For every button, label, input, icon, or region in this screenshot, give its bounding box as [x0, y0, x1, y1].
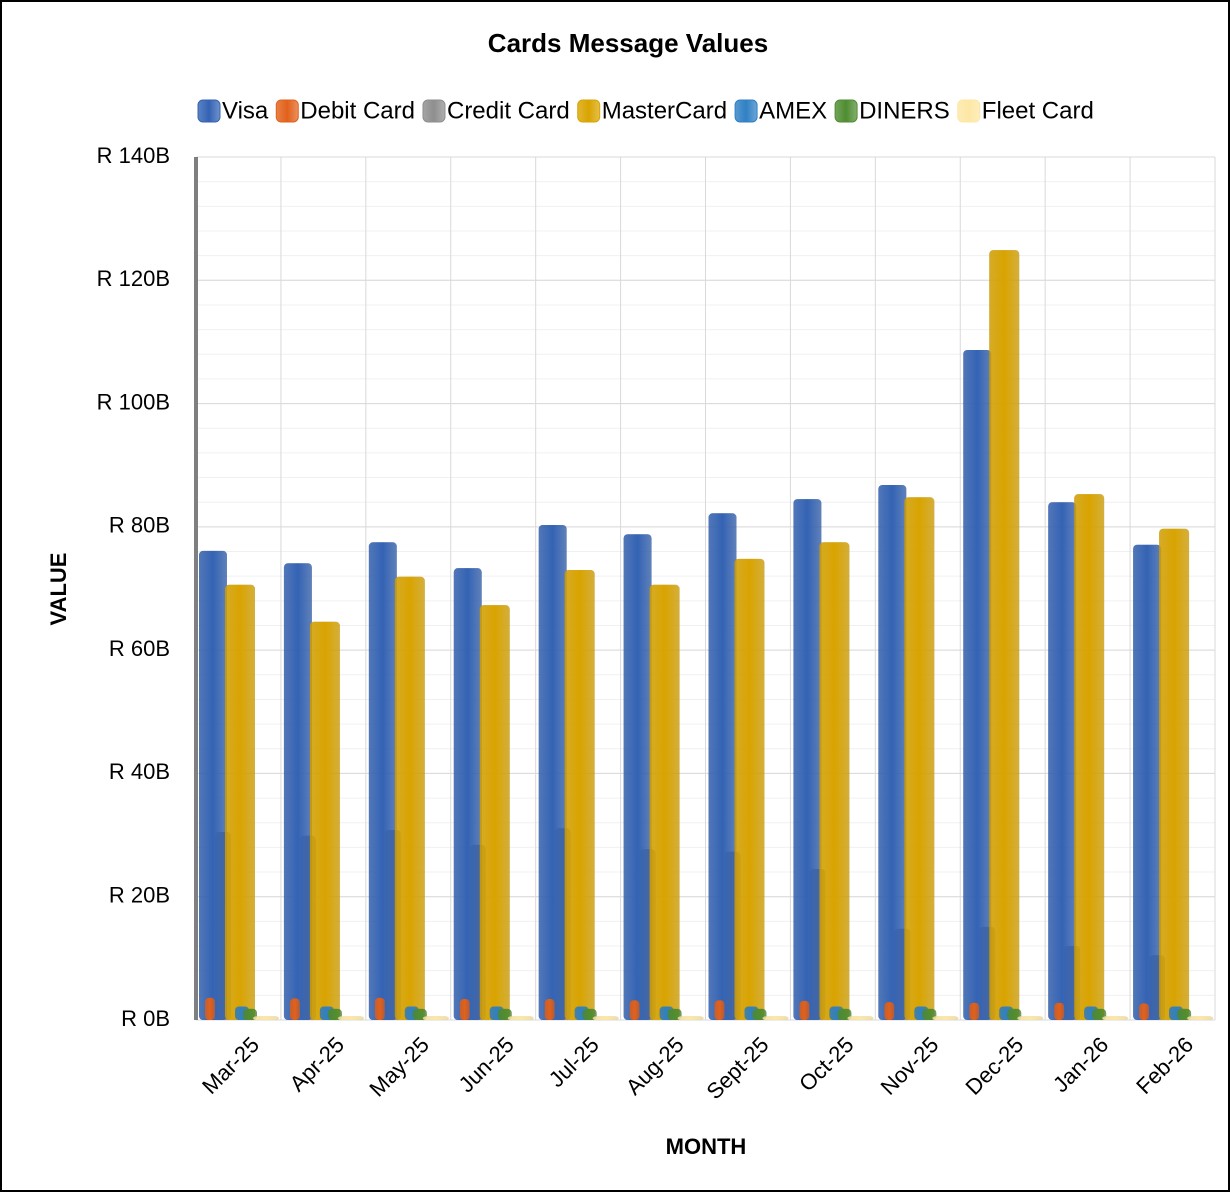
- legend-swatch: [957, 99, 981, 123]
- chart-title: Cards Message Values: [488, 28, 768, 58]
- y-axis-title: VALUE: [46, 553, 71, 626]
- y-tick-label: R 100B: [97, 389, 170, 414]
- bar: [497, 1008, 512, 1020]
- legend-label: DINERS: [859, 97, 950, 124]
- legend-swatch: [422, 99, 446, 123]
- bar: [649, 584, 680, 1020]
- bar: [327, 1008, 342, 1020]
- y-tick-label: R 80B: [109, 513, 170, 538]
- bar: [884, 1002, 895, 1020]
- bar: [932, 1016, 959, 1020]
- bar: [1017, 1016, 1044, 1020]
- legend-label: Fleet Card: [982, 97, 1094, 124]
- y-tick-label: R 0B: [121, 1006, 170, 1031]
- bar: [205, 997, 215, 1020]
- bar: [623, 534, 652, 1020]
- bar: [309, 621, 340, 1020]
- bar: [592, 1016, 619, 1020]
- legend-label: AMEX: [759, 97, 827, 124]
- bar: [538, 525, 567, 1020]
- bar: [1092, 1008, 1107, 1020]
- bar: [989, 250, 1020, 1021]
- bar: [337, 1016, 364, 1020]
- bar: [793, 499, 822, 1020]
- bar: [289, 998, 300, 1020]
- bar: [819, 542, 850, 1020]
- bar: [253, 1016, 279, 1020]
- legend-label: Visa: [222, 97, 269, 124]
- bar: [799, 1000, 810, 1020]
- bar: [582, 1008, 597, 1020]
- bar: [1007, 1008, 1022, 1020]
- bar: [507, 1016, 534, 1020]
- bar: [734, 558, 765, 1020]
- bar: [629, 1000, 640, 1020]
- bar: [412, 1008, 427, 1020]
- bar: [1139, 1003, 1150, 1020]
- bar: [1054, 1002, 1065, 1020]
- bar: [878, 484, 907, 1020]
- bar: [837, 1008, 852, 1020]
- bar: [1074, 494, 1105, 1021]
- y-tick-label: R 120B: [97, 266, 170, 291]
- legend-swatch: [197, 99, 221, 123]
- bar: [394, 576, 425, 1020]
- bar: [479, 605, 510, 1020]
- y-tick-label: R 140B: [97, 143, 170, 168]
- y-tick-label: R 40B: [109, 759, 170, 784]
- bar: [969, 1002, 980, 1020]
- bar: [1102, 1016, 1129, 1020]
- bar: [1159, 528, 1190, 1020]
- legend-label: Debit Card: [300, 97, 415, 124]
- bar: [963, 349, 992, 1020]
- bar: [459, 999, 470, 1020]
- bar: [199, 550, 227, 1020]
- bar: [922, 1008, 937, 1020]
- bar: [752, 1008, 767, 1020]
- y-tick-label: R 20B: [109, 883, 170, 908]
- bar: [544, 999, 555, 1020]
- legend-swatch: [577, 99, 601, 123]
- y-tick-label: R 60B: [109, 636, 170, 661]
- bar: [708, 513, 737, 1020]
- bar: [368, 542, 397, 1020]
- legend-swatch: [734, 99, 758, 123]
- bar: [762, 1016, 789, 1020]
- bar: [1133, 544, 1162, 1020]
- bar: [453, 568, 482, 1020]
- bar: [667, 1008, 682, 1020]
- bar: [677, 1016, 704, 1020]
- bar: [1177, 1008, 1192, 1020]
- x-axis-title: MONTH: [666, 1134, 747, 1159]
- bar: [714, 1000, 725, 1020]
- legend-swatch: [275, 99, 299, 123]
- legend-label: Credit Card: [447, 97, 570, 124]
- legend-label: MasterCard: [602, 97, 727, 124]
- bar: [847, 1016, 874, 1020]
- bar: [283, 563, 312, 1020]
- bar: [422, 1016, 449, 1020]
- bar: [225, 584, 255, 1020]
- bar: [904, 497, 935, 1021]
- legend-swatch: [834, 99, 858, 123]
- bar: [1048, 502, 1077, 1020]
- bar: [374, 997, 385, 1020]
- bar: [564, 570, 595, 1020]
- bar: [1187, 1016, 1214, 1020]
- bar: [243, 1008, 257, 1020]
